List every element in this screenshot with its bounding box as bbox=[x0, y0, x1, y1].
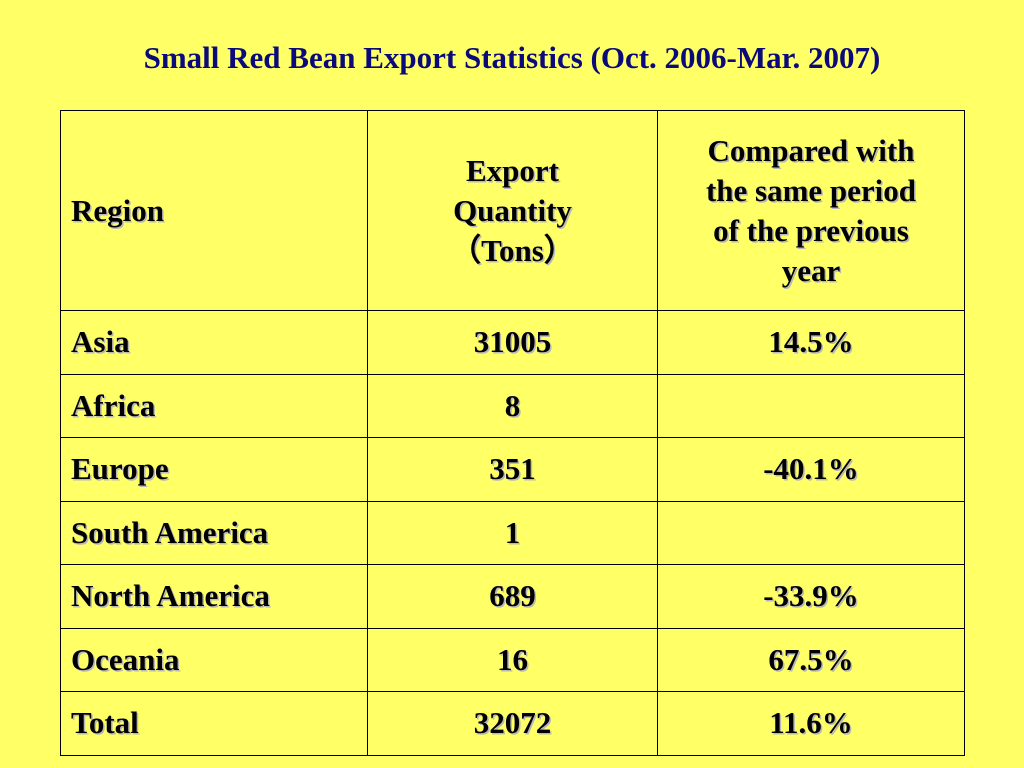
cell-region: North America bbox=[60, 564, 368, 629]
cell-change: 67.5% bbox=[657, 627, 965, 692]
cell-change: 11.6% bbox=[657, 691, 965, 756]
slide-title: Small Red Bean Export Statistics (Oct. 2… bbox=[143, 40, 881, 75]
table-row-total: Total 32072 11.6% bbox=[60, 691, 965, 756]
header-compare-line4: year bbox=[781, 252, 841, 288]
table-row-asia: Asia 31005 14.5% bbox=[60, 310, 965, 375]
cell-change bbox=[657, 373, 965, 438]
header-compare-line3: of the previous bbox=[713, 212, 909, 248]
cell-quantity: 351 bbox=[367, 437, 658, 502]
cell-region: Africa bbox=[60, 373, 368, 438]
table-row-africa: Africa 8 bbox=[60, 373, 965, 438]
export-table-container: Region Export Quantity （Tons） Compared w… bbox=[60, 110, 965, 756]
export-statistics-table: Region Export Quantity （Tons） Compared w… bbox=[60, 110, 965, 756]
cell-change: -33.9% bbox=[657, 564, 965, 629]
table-row-oceania: Oceania 16 67.5% bbox=[60, 627, 965, 692]
cell-region: Asia bbox=[60, 310, 368, 375]
cell-quantity: 31005 bbox=[367, 310, 658, 375]
cell-change: 14.5% bbox=[657, 310, 965, 375]
header-quantity-line3: （Tons） bbox=[450, 232, 575, 268]
header-region: Region bbox=[60, 110, 368, 311]
cell-change bbox=[657, 500, 965, 565]
table-header-row: Region Export Quantity （Tons） Compared w… bbox=[60, 110, 965, 311]
table-row-europe: Europe 351 -40.1% bbox=[60, 437, 965, 502]
cell-quantity: 689 bbox=[367, 564, 658, 629]
table-row-north-america: North America 689 -33.9% bbox=[60, 564, 965, 629]
cell-region: Europe bbox=[60, 437, 368, 502]
header-export-quantity: Export Quantity （Tons） bbox=[367, 110, 658, 311]
table-row-south-america: South America 1 bbox=[60, 500, 965, 565]
header-quantity-line1: Export bbox=[466, 152, 559, 188]
cell-quantity: 32072 bbox=[367, 691, 658, 756]
cell-change: -40.1% bbox=[657, 437, 965, 502]
header-compare-line1: Compared with bbox=[707, 132, 915, 168]
header-quantity-line2: Quantity bbox=[453, 192, 572, 228]
header-region-label: Region bbox=[71, 192, 164, 228]
header-compare-line2: the same period bbox=[705, 172, 917, 208]
cell-region: Oceania bbox=[60, 627, 368, 692]
cell-quantity: 8 bbox=[367, 373, 658, 438]
cell-quantity: 16 bbox=[367, 627, 658, 692]
cell-quantity: 1 bbox=[367, 500, 658, 565]
header-comparison: Compared with the same period of the pre… bbox=[657, 110, 965, 311]
cell-region: South America bbox=[60, 500, 368, 565]
cell-region: Total bbox=[60, 691, 368, 756]
